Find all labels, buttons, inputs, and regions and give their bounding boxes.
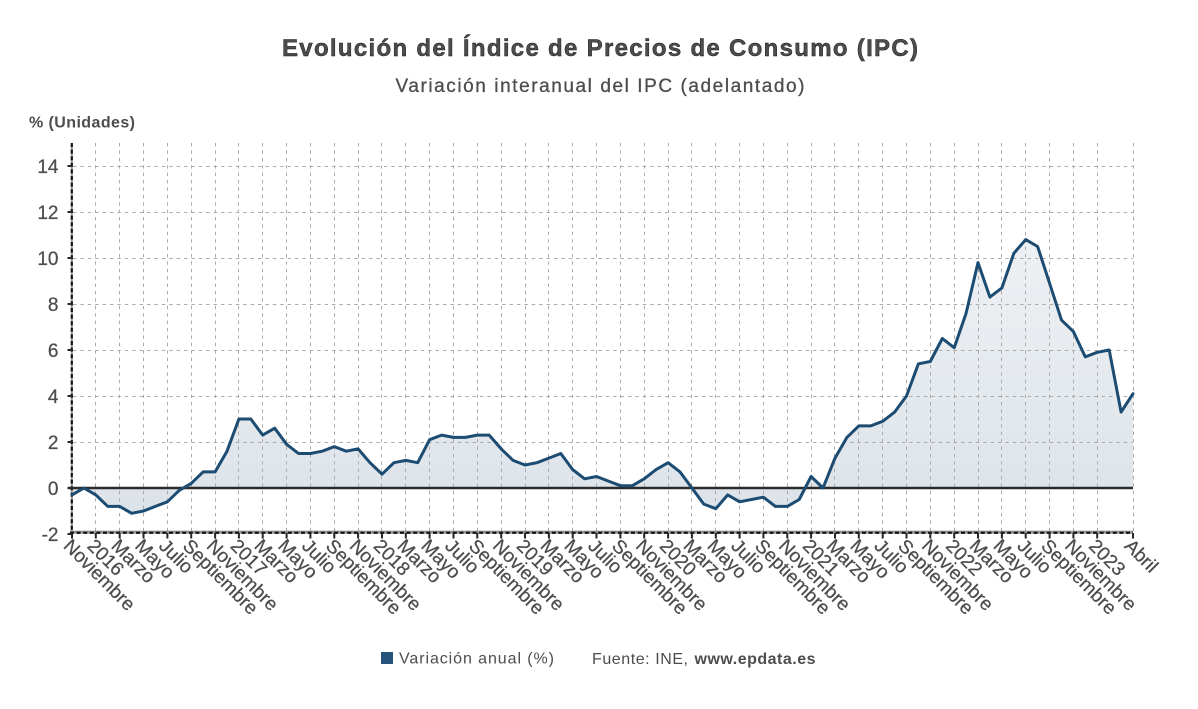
svg-text:www.epdata.es: www.epdata.es — [694, 651, 816, 668]
svg-text:Fuente: INE,: Fuente: INE, — [592, 651, 688, 668]
svg-text:0: 0 — [48, 479, 59, 500]
svg-text:8: 8 — [48, 295, 59, 316]
svg-text:2: 2 — [48, 433, 59, 454]
svg-text:10: 10 — [37, 249, 58, 270]
svg-text:% (Unidades): % (Unidades) — [29, 115, 135, 132]
svg-text:14: 14 — [37, 157, 59, 178]
svg-text:-2: -2 — [42, 525, 59, 546]
svg-text:6: 6 — [48, 341, 59, 362]
svg-text:4: 4 — [48, 387, 59, 408]
svg-text:Evolución del Índice de Precio: Evolución del Índice de Precios de Consu… — [282, 34, 918, 62]
svg-text:12: 12 — [37, 203, 58, 224]
svg-text:Variación anual (%): Variación anual (%) — [399, 651, 554, 668]
svg-text:Variación interanual del IPC (: Variación interanual del IPC (adelantado… — [396, 76, 805, 97]
